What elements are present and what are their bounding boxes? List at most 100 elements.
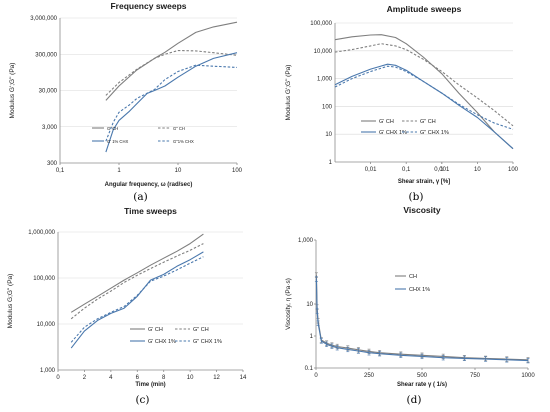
chart-amplitude-sweeps-xtick-label: 10 [474, 167, 481, 173]
chart-viscosity-legend: CH CHX 1% [395, 274, 430, 293]
chart-frequency-sweeps: Frequency sweeps 300 3,000 30,000 300,000 3,0… [9, 1, 243, 203]
legend-label: G"1% CHX [173, 139, 194, 144]
chart-viscosity-xtick-label: 250 [364, 373, 375, 379]
chart-time-sweeps-xtick-label: 12 [213, 375, 220, 381]
legend-entry-g-chx-1: G" CHX 1% [402, 130, 449, 136]
chart-viscosity-ylabel: Viscosity, η (Pa·s) [285, 278, 292, 330]
chart-amplitude-sweeps-xtick-label: 0,001 [434, 167, 450, 173]
chart-frequency-sweeps-ytick-label: 30,000 [39, 89, 58, 95]
chart-frequency-sweeps-xtick-label: 100 [232, 168, 243, 174]
chart-amplitude-sweeps-series-g-ch-line [334, 34, 514, 150]
chart-viscosity-ytick-label: 1 [310, 334, 314, 340]
chart-time-sweeps-xtick-label: 0 [56, 375, 60, 381]
chart-viscosity-series-chx-1 [314, 276, 530, 364]
legend-entry-g-1-chx: G"1% CHX [158, 139, 194, 144]
chart-time-sweeps-series-g-chx-1 [70, 251, 204, 349]
chart-frequency-sweeps-series-g-1-chx [105, 52, 238, 153]
chart-time-sweeps-xtick-label: 4 [109, 375, 113, 381]
legend-label: G' CHX 1% [379, 130, 407, 136]
chart-viscosity-ytick-label: 1,000 [298, 238, 314, 244]
chart-frequency-sweeps-ytick-label: 3,000 [42, 125, 58, 131]
chart-time-sweeps-series-g-ch-line [70, 243, 204, 320]
legend-entry-g-ch: G" CH [402, 119, 436, 125]
legend-entry-chx-1: CHX 1% [395, 287, 430, 293]
chart-amplitude-sweeps-xtick-label: 0,1 [402, 167, 411, 173]
chart-time-sweeps-panel-label: (c) [135, 394, 149, 406]
chart-frequency-sweeps-ytick-label: 300,000 [35, 52, 57, 58]
legend-label: G' CH [379, 119, 394, 125]
chart-frequency-sweeps-ylabel: Modulus G';G" (Pa) [9, 63, 16, 119]
chart-time-sweeps-series-g-chx-1 [70, 256, 204, 343]
chart-time-sweeps-xtick-label: 14 [240, 375, 247, 381]
chart-frequency-sweeps-legend: G' CH G" CH G' 1% CHX G"1% CHX [92, 126, 194, 144]
chart-amplitude-sweeps-ytick-label: 10,000 [314, 49, 333, 55]
chart-frequency-sweeps-title: Frequency sweeps [110, 1, 186, 11]
chart-amplitude-sweeps-series-g-chx-1 [334, 63, 514, 150]
chart-time-sweeps-series-g-ch [70, 233, 204, 313]
chart-viscosity-xtick-label: 0 [314, 373, 318, 379]
legend-entry-g-chx-1: G' CHX 1% [130, 339, 176, 345]
chart-time-sweeps-ylabel: Modulus G;G" (Pa) [7, 274, 14, 329]
chart-viscosity-series-chx-1-line [315, 279, 529, 362]
legend-label: G" CH [173, 126, 185, 131]
chart-frequency-sweeps-xtick-label: 0,1 [56, 168, 65, 174]
chart-time-sweeps-xtick-label: 8 [162, 375, 166, 381]
chart-frequency-sweeps-xtick-label: 10 [175, 168, 182, 174]
chart-amplitude-sweeps-xtick-label: 100 [508, 167, 519, 173]
chart-amplitude-sweeps-ylabel: Modulus G';G" (Pa) [285, 65, 292, 121]
chart-frequency-sweeps-series-g-ch-line [105, 21, 238, 101]
chart-amplitude-sweeps-xtick-label: 0,01 [365, 167, 377, 173]
chart-time-sweeps-xlabel: Time (min) [135, 382, 165, 388]
chart-amplitude-sweeps-xtick-label: 1 [440, 167, 444, 173]
chart-amplitude-sweeps-ytick-label: 1,000 [317, 77, 333, 83]
chart-time-sweeps-ytick-label: 100,000 [33, 276, 55, 282]
chart-amplitude-sweeps-title: Amplitude sweeps [387, 4, 462, 14]
legend-entry-g-ch: G" CH [175, 327, 209, 333]
chart-frequency-sweeps-series-g-1-chx [105, 64, 238, 142]
legend-label: CH [409, 274, 417, 280]
chart-time-sweeps: Time sweeps 1,000 10,000 100,000 1,000,000 0 2… [7, 206, 247, 406]
chart-frequency-sweeps-xlabel: Angular frequency, ω (rad/sec) [105, 182, 193, 188]
chart-time-sweeps-title: Time sweeps [124, 206, 177, 216]
chart-frequency-sweeps-series-g-1-chx-line [105, 64, 238, 142]
legend-entry-g-chx-1: G' CHX 1% [361, 130, 407, 136]
legend-label: G" CH [420, 119, 436, 125]
chart-frequency-sweeps-ytick-label: 3,000,000 [30, 16, 57, 22]
chart-time-sweeps-xtick-label: 2 [83, 375, 87, 381]
chart-amplitude-sweeps-series-g-chx-1-line [334, 63, 514, 150]
chart-time-sweeps-series-g-chx-1-line [70, 256, 204, 343]
chart-time-sweeps-ytick-label: 1,000 [40, 368, 56, 374]
chart-viscosity-ytick-label: 0.1 [305, 366, 314, 372]
chart-amplitude-sweeps-series-g-ch [334, 43, 514, 127]
legend-entry-g-ch: G' CH [92, 126, 118, 131]
chart-viscosity-xtick-label: 500 [417, 373, 428, 379]
legend-label: G' CH [148, 327, 163, 333]
chart-time-sweeps-series-g-ch-line [70, 233, 204, 313]
chart-amplitude-sweeps-series-g-ch [334, 34, 514, 150]
legend-entry-g-ch: G' CH [130, 327, 163, 333]
chart-time-sweeps-xtick-label: 10 [187, 375, 194, 381]
legend-label: G' 1% CHX [107, 139, 128, 144]
legend-entry-g-1-chx: G' 1% CHX [92, 139, 128, 144]
legend-label: CHX 1% [409, 287, 430, 293]
chart-frequency-sweeps-series-g-ch [105, 21, 238, 101]
chart-time-sweeps-series-g-ch [70, 243, 204, 320]
chart-amplitude-sweeps-panel-label: (b) [409, 191, 424, 203]
chart-amplitude-sweeps-series-g-chx-1-line [334, 65, 514, 130]
legend-label: G" CHX 1% [193, 339, 222, 345]
chart-amplitude-sweeps-legend: G' CH G" CH G' CHX 1% G" CHX 1% [361, 119, 449, 136]
chart-time-sweeps-series-g-chx-1-line [70, 251, 204, 349]
legend-entry-g-chx-1: G" CHX 1% [175, 339, 222, 345]
chart-amplitude-sweeps-ytick-label: 100 [322, 104, 333, 110]
chart-amplitude-sweeps-ytick-label: 1 [329, 160, 333, 166]
legend-label: G' CH [107, 126, 118, 131]
legend-entry-g-ch: G" CH [158, 126, 185, 131]
chart-viscosity-xtick-label: 1000 [521, 373, 535, 379]
chart-time-sweeps-ytick-label: 10,000 [37, 322, 56, 328]
chart-time-sweeps-legend: G' CH G" CH G' CHX 1% G" CHX 1% [130, 327, 222, 345]
legend-label: G" CH [193, 327, 209, 333]
legend-entry-g-ch: G' CH [361, 119, 394, 125]
legend-entry-ch: CH [395, 274, 417, 280]
chart-amplitude-sweeps-series-g-ch-line [334, 43, 514, 127]
